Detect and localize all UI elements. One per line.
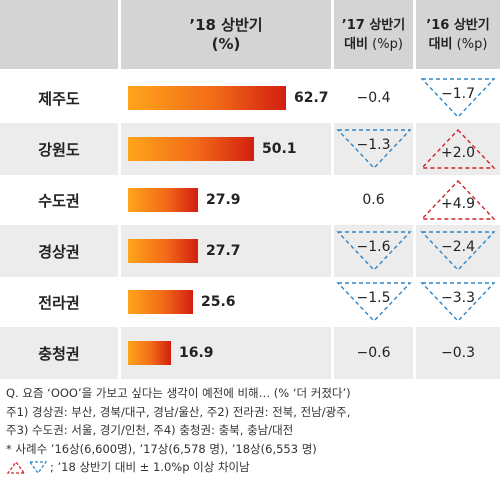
change-vs-2016: −0.3 — [416, 327, 500, 379]
footnote-1-2: 주1) 경상권: 부산, 경북/대구, 경남/울산, 주2) 전라권: 전북, … — [6, 404, 351, 419]
change-vs-2016: −2.4 — [416, 225, 500, 277]
bar — [128, 341, 171, 365]
bar-value-label: 62.7 — [294, 90, 329, 106]
decrease-triangle-icon — [420, 78, 496, 119]
bar-cell: 25.6 — [121, 276, 331, 328]
bar-cell: 16.9 — [121, 327, 331, 379]
bar — [128, 290, 193, 314]
region-label: 수도권 — [38, 191, 80, 210]
table-row: 전라권 25.6 −1.5 −3.3 — [0, 276, 500, 328]
decrease-triangle-icon — [335, 129, 412, 170]
header-vs-2016-sub-b: (%p) — [452, 36, 488, 52]
decrease-triangle-icon — [420, 282, 496, 323]
change-vs-2017-content: 0.6 — [334, 174, 413, 226]
header-vs-2017: ’17 상반기 대비 (%p) — [334, 0, 413, 69]
change-vs-2016-value: +4.9 — [441, 196, 475, 212]
table-row: 충청권 16.9 −0.6 −0.3 — [0, 327, 500, 379]
change-vs-2017: −0.6 — [334, 327, 413, 379]
bar-value-label: 50.1 — [262, 141, 297, 157]
table-row: 제주도 62.7 −0.4 −1.7 — [0, 72, 500, 124]
change-vs-2017: −0.4 — [334, 72, 413, 124]
header-vs-2017-sub-b: (%p) — [368, 36, 403, 52]
change-vs-2016-value: −2.4 — [441, 239, 475, 255]
change-vs-2017-value: −0.6 — [356, 345, 391, 361]
change-vs-2017: −1.6 — [334, 225, 413, 277]
legend: ; ’18 상반기 대비 ± 1.0%p 이상 차이남 — [6, 458, 351, 477]
change-vs-2016-content: −0.3 — [416, 327, 500, 379]
header-blank — [0, 0, 118, 69]
change-vs-2016-content: −2.4 — [416, 225, 500, 277]
change-vs-2016-content: +2.0 — [416, 123, 500, 175]
change-vs-2016-value: −3.3 — [441, 290, 475, 306]
header-vs-2016-sub: 대비 (%p) — [429, 35, 488, 54]
change-vs-2016-content: −1.7 — [416, 72, 500, 124]
footnote-sample-size: * 사례수 ’16상(6,600명), ’17상(6,578 명), ’18상(… — [6, 441, 317, 456]
bar — [128, 137, 254, 161]
table-row: 강원도 50.1 −1.3 +2.0 — [0, 123, 500, 175]
header-2018h1: ’18 상반기 (%) — [121, 0, 331, 69]
change-vs-2017-content: −0.6 — [334, 327, 413, 379]
change-vs-2017-value: −1.5 — [356, 290, 391, 306]
change-vs-2016: +4.9 — [416, 174, 500, 226]
change-vs-2016-content: −3.3 — [416, 276, 500, 328]
bar-cell: 27.9 — [121, 174, 331, 226]
legend-text: ; ’18 상반기 대비 ± 1.0%p 이상 차이남 — [50, 460, 250, 474]
bar-value-label: 27.7 — [206, 243, 241, 259]
footnote-question: Q. 요즘 ‘OOO’을 가보고 싶다는 생각이 예전에 비해… (% ‘더 커… — [6, 386, 351, 400]
bar-cell: 50.1 — [121, 123, 331, 175]
footnotes: Q. 요즘 ‘OOO’을 가보고 싶다는 생각이 예전에 비해… (% ‘더 커… — [6, 384, 351, 477]
change-vs-2017: −1.5 — [334, 276, 413, 328]
increase-triangle-icon — [420, 179, 496, 220]
bar — [128, 86, 286, 110]
header-2018h1-title: ’18 상반기 — [189, 15, 263, 34]
change-vs-2017-content: −1.3 — [334, 123, 413, 175]
header-vs-2016: ’16 상반기 대비 (%p) — [416, 0, 500, 69]
change-vs-2016: −1.7 — [416, 72, 500, 124]
bar-value-label: 25.6 — [201, 294, 236, 310]
change-vs-2016-value: −0.3 — [441, 345, 475, 361]
bar-cell: 62.7 — [121, 72, 331, 124]
bar-value-label: 27.9 — [206, 192, 241, 208]
bar-value-label: 16.9 — [179, 345, 214, 361]
header-vs-2016-title: ’16 상반기 — [426, 17, 490, 33]
header-2018h1-unit: (%) — [211, 34, 241, 53]
region-label: 강원도 — [0, 123, 118, 175]
change-vs-2017-value: −1.6 — [356, 239, 391, 255]
table-row: 경상권 27.7 −1.6 −2.4 — [0, 225, 500, 277]
change-vs-2016: −3.3 — [416, 276, 500, 328]
legend-triangles-icon — [6, 461, 48, 475]
header-vs-2017-sub: 대비 (%p) — [344, 35, 403, 54]
footnote-3-4: 주3) 수도권: 서울, 경기/인천, 주4) 충청권: 충북, 충남/대전 — [6, 423, 294, 437]
decrease-triangle-icon — [335, 282, 412, 323]
change-vs-2016-value: +2.0 — [441, 145, 475, 161]
increase-triangle-icon — [420, 128, 496, 169]
bar — [128, 239, 198, 263]
bar — [128, 188, 198, 212]
decrease-triangle-icon — [335, 231, 412, 272]
bar-cell: 27.7 — [121, 225, 331, 277]
change-vs-2016-content: +4.9 — [416, 174, 500, 226]
region-label: 제주도 — [38, 89, 80, 108]
region-label: 경상권 — [0, 225, 118, 277]
change-vs-2017-content: −0.4 — [334, 72, 413, 124]
region-label: 충청권 — [0, 327, 118, 379]
decrease-triangle-icon — [420, 231, 496, 272]
region-label: 전라권 — [38, 293, 80, 312]
change-vs-2017-value: −0.4 — [356, 90, 391, 106]
change-vs-2017-content: −1.6 — [334, 225, 413, 277]
change-vs-2017: 0.6 — [334, 174, 413, 226]
change-vs-2016: +2.0 — [416, 123, 500, 175]
table-row: 수도권 27.9 0.6 +4.9 — [0, 174, 500, 226]
change-vs-2016-value: −1.7 — [441, 86, 475, 102]
change-vs-2017: −1.3 — [334, 123, 413, 175]
change-vs-2017-content: −1.5 — [334, 276, 413, 328]
header-vs-2017-title: ’17 상반기 — [341, 17, 406, 33]
header-vs-2016-sub-a: 대비 — [428, 36, 453, 52]
change-vs-2017-value: 0.6 — [362, 192, 385, 208]
change-vs-2017-value: −1.3 — [356, 137, 391, 153]
header-vs-2017-sub-a: 대비 — [344, 36, 369, 52]
